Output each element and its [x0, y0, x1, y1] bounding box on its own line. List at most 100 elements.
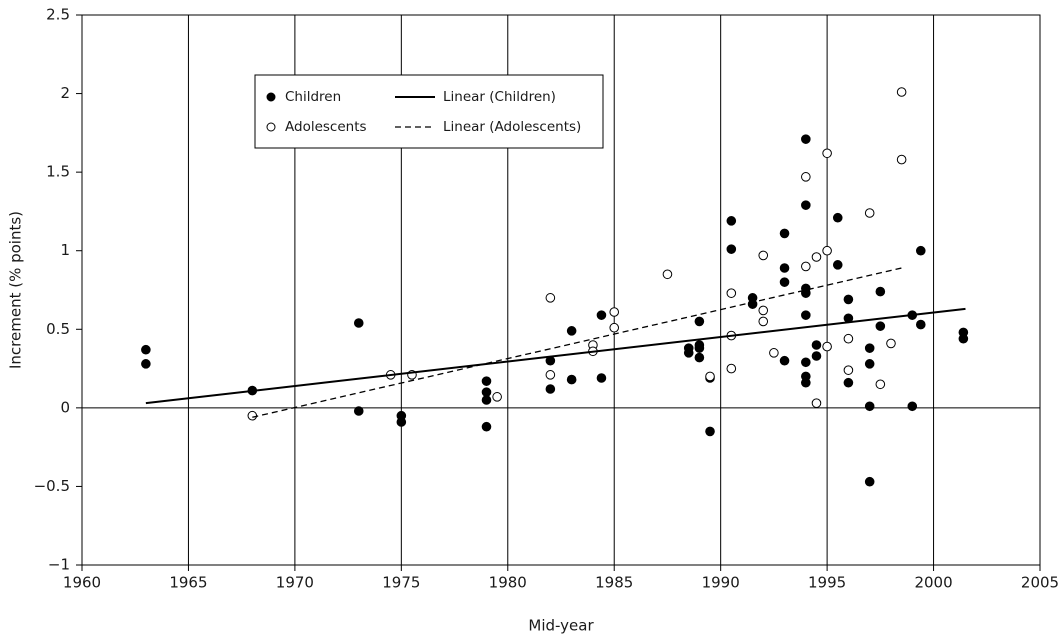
point — [481, 376, 492, 386]
point — [811, 340, 822, 350]
point — [801, 200, 811, 210]
x-tick-label: 1980 — [489, 574, 527, 592]
point — [811, 351, 822, 361]
point — [705, 426, 715, 437]
point — [779, 355, 790, 366]
x-tick-label: 1975 — [382, 574, 420, 592]
point — [609, 307, 620, 317]
point — [896, 87, 907, 97]
point — [915, 319, 926, 330]
point — [779, 228, 790, 239]
point — [811, 398, 822, 408]
point — [843, 294, 854, 305]
point — [907, 401, 918, 412]
point — [801, 310, 811, 320]
y-tick-label: 2.5 — [46, 6, 70, 24]
point — [864, 208, 875, 218]
point — [801, 172, 811, 182]
point — [958, 333, 969, 344]
point — [864, 401, 875, 412]
y-tick-label: 2 — [60, 84, 70, 102]
legend-marker — [266, 122, 276, 132]
point — [758, 250, 769, 261]
trend-line — [145, 307, 966, 405]
point — [801, 134, 811, 144]
point — [915, 245, 926, 256]
point — [481, 395, 492, 405]
y-axis-label: Increment (% points) — [7, 211, 25, 369]
legend-label: Linear (Children) — [443, 89, 556, 105]
point — [566, 326, 577, 336]
y-tick-label: 0 — [60, 398, 70, 416]
x-tick-label: 1985 — [595, 574, 633, 592]
point — [726, 216, 737, 226]
trend-line — [252, 267, 902, 418]
point — [545, 384, 556, 394]
point — [875, 321, 886, 331]
point — [545, 293, 556, 303]
y-tick-label: 0.5 — [46, 320, 70, 338]
point — [811, 252, 822, 262]
point — [875, 286, 886, 297]
x-tick-label: 1965 — [169, 574, 207, 592]
point — [896, 154, 907, 165]
point — [822, 341, 832, 352]
point — [481, 421, 492, 432]
y-tick-label: 1 — [60, 241, 70, 259]
point — [832, 260, 843, 270]
x-axis-label: Mid-year — [528, 617, 594, 635]
point — [596, 310, 607, 320]
point — [662, 269, 673, 280]
point — [875, 379, 886, 390]
x-tick-label: 1970 — [276, 574, 314, 592]
point — [683, 348, 694, 358]
y-tick-label: 1.5 — [46, 163, 70, 181]
point — [747, 299, 758, 309]
point — [481, 387, 492, 397]
y-tick-label: −0.5 — [34, 477, 70, 495]
point — [843, 333, 854, 344]
point — [886, 338, 896, 349]
x-tick-label: 2005 — [1021, 574, 1059, 592]
point — [141, 359, 151, 369]
y-tick-label: −1 — [48, 556, 70, 574]
point — [832, 212, 843, 223]
point — [705, 371, 715, 382]
point — [694, 352, 705, 363]
point — [492, 392, 502, 402]
x-tick-label: 1990 — [702, 574, 740, 592]
point — [141, 344, 151, 355]
x-tick-label: 1960 — [63, 574, 101, 592]
legend: Children Adolescents Linear (Children) Line… — [254, 74, 604, 149]
point — [247, 410, 258, 421]
point — [843, 377, 854, 388]
legend-label: Adolescents — [285, 119, 367, 135]
point — [353, 406, 364, 416]
point — [726, 244, 737, 254]
point — [726, 363, 737, 374]
point — [864, 476, 875, 487]
x-tick-label: 1995 — [808, 574, 846, 592]
point — [694, 316, 705, 327]
point — [801, 261, 811, 272]
legend-box — [254, 74, 604, 149]
point — [779, 263, 790, 273]
point — [758, 305, 769, 316]
legend-label: Linear (Adolescents) — [443, 119, 581, 135]
point — [843, 365, 854, 375]
point — [864, 343, 875, 353]
point — [822, 245, 832, 256]
point — [726, 288, 737, 298]
point — [566, 374, 577, 385]
point — [396, 417, 407, 427]
point — [545, 370, 556, 380]
point — [596, 373, 607, 383]
point — [758, 316, 769, 327]
legend-marker — [266, 92, 276, 102]
point — [353, 318, 364, 328]
x-tick-label: 2000 — [914, 574, 952, 592]
plot-frame — [81, 14, 1041, 566]
point — [822, 148, 832, 159]
point — [694, 340, 705, 350]
